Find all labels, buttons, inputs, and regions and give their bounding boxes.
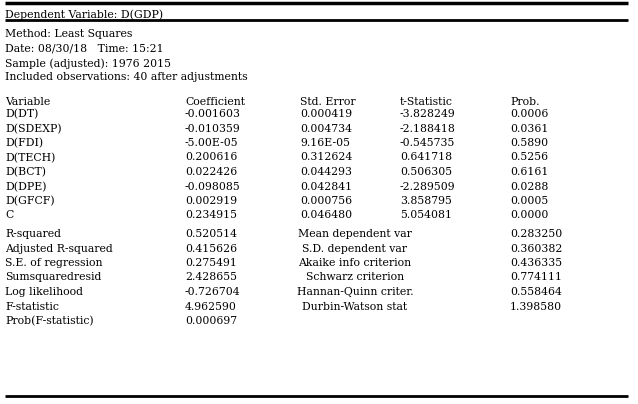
Text: -0.726704: -0.726704: [185, 287, 241, 297]
Text: 0.022426: 0.022426: [185, 167, 237, 177]
Text: D(TECH): D(TECH): [5, 152, 56, 163]
Text: 0.0361: 0.0361: [510, 124, 549, 133]
Text: 0.6161: 0.6161: [510, 167, 549, 177]
Text: Dependent Variable: D(GDP): Dependent Variable: D(GDP): [5, 9, 163, 19]
Text: 0.000756: 0.000756: [300, 196, 352, 206]
Text: D(DPE): D(DPE): [5, 181, 47, 192]
Text: Method: Least Squares: Method: Least Squares: [5, 29, 132, 39]
Text: Mean dependent var: Mean dependent var: [298, 229, 412, 239]
Text: Sample (adjusted): 1976 2015: Sample (adjusted): 1976 2015: [5, 58, 171, 69]
Text: Prob.: Prob.: [510, 97, 540, 107]
Text: -0.098085: -0.098085: [185, 181, 241, 191]
Text: Prob(F-statistic): Prob(F-statistic): [5, 316, 94, 326]
Text: Schwarz criterion: Schwarz criterion: [306, 273, 404, 282]
Text: 0.774111: 0.774111: [510, 273, 562, 282]
Text: Included observations: 40 after adjustments: Included observations: 40 after adjustme…: [5, 72, 248, 82]
Text: D(DT): D(DT): [5, 109, 38, 119]
Text: -2.289509: -2.289509: [400, 181, 456, 191]
Text: t-Statistic: t-Statistic: [400, 97, 453, 107]
Text: -0.010359: -0.010359: [185, 124, 241, 133]
Text: 0.044293: 0.044293: [300, 167, 352, 177]
Text: D(GFCF): D(GFCF): [5, 196, 55, 206]
Text: 0.283250: 0.283250: [510, 229, 562, 239]
Text: 9.16E-05: 9.16E-05: [300, 138, 350, 148]
Text: 0.360382: 0.360382: [510, 244, 562, 253]
Text: 3.858795: 3.858795: [400, 196, 452, 206]
Text: S.E. of regression: S.E. of regression: [5, 258, 103, 268]
Text: S.D. dependent var: S.D. dependent var: [302, 244, 408, 253]
Text: -0.545735: -0.545735: [400, 138, 456, 148]
Text: 0.0006: 0.0006: [510, 109, 549, 119]
Text: 0.046480: 0.046480: [300, 210, 352, 221]
Text: 0.002919: 0.002919: [185, 196, 237, 206]
Text: 0.506305: 0.506305: [400, 167, 452, 177]
Text: 0.415626: 0.415626: [185, 244, 237, 253]
Text: Std. Error: Std. Error: [300, 97, 355, 107]
Text: 0.004734: 0.004734: [300, 124, 352, 133]
Text: 0.520514: 0.520514: [185, 229, 237, 239]
Text: Log likelihood: Log likelihood: [5, 287, 83, 297]
Text: F-statistic: F-statistic: [5, 301, 59, 311]
Text: D(BCT): D(BCT): [5, 167, 46, 177]
Text: 0.5256: 0.5256: [510, 152, 548, 162]
Text: 0.436335: 0.436335: [510, 258, 562, 268]
Text: 0.0000: 0.0000: [510, 210, 549, 221]
Text: 1.398580: 1.398580: [510, 301, 562, 311]
Text: D(SDEXP): D(SDEXP): [5, 124, 62, 134]
Text: 0.234915: 0.234915: [185, 210, 237, 221]
Text: -5.00E-05: -5.00E-05: [185, 138, 239, 148]
Text: 0.275491: 0.275491: [185, 258, 237, 268]
Text: 0.558464: 0.558464: [510, 287, 562, 297]
Text: -2.188418: -2.188418: [400, 124, 456, 133]
Text: Akaike info criterion: Akaike info criterion: [299, 258, 412, 268]
Text: 0.312624: 0.312624: [300, 152, 352, 162]
Text: C: C: [5, 210, 13, 221]
Text: 0.200616: 0.200616: [185, 152, 237, 162]
Text: 4.962590: 4.962590: [185, 301, 237, 311]
Text: R-squared: R-squared: [5, 229, 61, 239]
Text: Variable: Variable: [5, 97, 50, 107]
Text: Coefficient: Coefficient: [185, 97, 245, 107]
Text: D(FDI): D(FDI): [5, 138, 43, 148]
Text: Durbin-Watson stat: Durbin-Watson stat: [302, 301, 408, 311]
Text: -0.001603: -0.001603: [185, 109, 241, 119]
Text: 0.0288: 0.0288: [510, 181, 549, 191]
Text: 0.000419: 0.000419: [300, 109, 352, 119]
Text: Sumsquaredresid: Sumsquaredresid: [5, 273, 101, 282]
Text: 0.000697: 0.000697: [185, 316, 237, 326]
Text: 0.042841: 0.042841: [300, 181, 352, 191]
Text: Adjusted R-squared: Adjusted R-squared: [5, 244, 113, 253]
Text: -3.828249: -3.828249: [400, 109, 456, 119]
Text: 0.5890: 0.5890: [510, 138, 548, 148]
Text: Date: 08/30/18   Time: 15:21: Date: 08/30/18 Time: 15:21: [5, 44, 163, 53]
Text: 0.641718: 0.641718: [400, 152, 452, 162]
Text: 5.054081: 5.054081: [400, 210, 452, 221]
Text: 2.428655: 2.428655: [185, 273, 237, 282]
Text: Hannan-Quinn criter.: Hannan-Quinn criter.: [297, 287, 413, 297]
Text: 0.0005: 0.0005: [510, 196, 548, 206]
